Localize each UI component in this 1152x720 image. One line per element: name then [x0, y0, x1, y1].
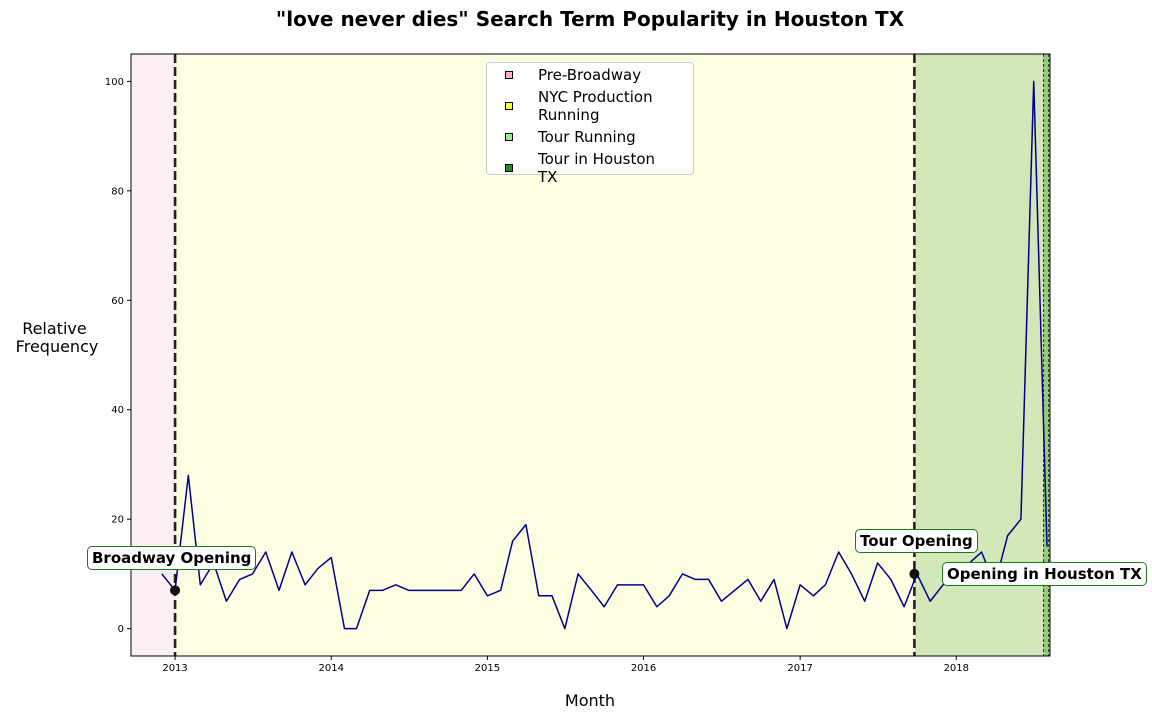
legend-label: Pre-Broadway	[538, 66, 642, 84]
y-tick-label: 0	[118, 624, 124, 635]
phase-band	[914, 54, 1050, 656]
y-tick-label: 40	[111, 405, 124, 416]
series-layer	[161, 80, 1048, 630]
event-markers	[170, 568, 920, 596]
x-tick-label: 2017	[787, 663, 812, 674]
legend-swatch	[505, 71, 513, 79]
series-line	[161, 80, 1048, 630]
plot-frame	[130, 53, 1051, 657]
phase-band	[1043, 54, 1049, 656]
x-axis-label: Month	[565, 691, 615, 710]
y-axis: 0 20 40 60 80 100	[105, 77, 131, 635]
y-tick-label: 100	[105, 77, 124, 88]
x-tick-label: 2015	[475, 663, 500, 674]
event-marker	[170, 585, 181, 596]
phase-bands	[131, 54, 1050, 656]
y-axis-label: Relative Frequency	[16, 319, 99, 356]
legend-label: Tour Running	[538, 128, 636, 146]
legend-item-tour-running: Tour Running	[505, 128, 693, 146]
legend-label: NYC Production Running	[538, 88, 653, 124]
annotation-opening-in-houston: Opening in Houston TX	[942, 562, 1147, 586]
legend-swatch	[505, 133, 513, 141]
y-tick-label: 60	[111, 296, 124, 307]
annotation-broadway-opening: Broadway Opening	[87, 546, 257, 570]
y-axis-label-line-2: Frequency	[16, 337, 99, 356]
event-marker	[909, 568, 920, 579]
x-axis: 2013 2014 2015 2016 2017 2018	[162, 656, 969, 674]
legend-item-nyc-production-running: NYC Production Running	[505, 88, 693, 124]
legend-item-pre-broadway: Pre-Broadway	[505, 66, 693, 84]
y-axis-label-line-1: Relative	[22, 319, 87, 338]
chart-title: "love never dies" Search Term Popularity…	[276, 7, 905, 31]
y-tick-label: 80	[111, 186, 124, 197]
y-tick-label: 20	[111, 515, 124, 526]
annotation-tour-opening: Tour Opening	[855, 529, 978, 553]
legend: Pre-Broadway NYC Production Running Tour…	[486, 62, 694, 186]
x-tick-label: 2013	[162, 663, 187, 674]
x-tick-label: 2014	[319, 663, 344, 674]
legend-item-tour-in-houston: Tour in Houston TX	[505, 150, 693, 186]
legend-swatch	[505, 102, 513, 110]
x-tick-label: 2018	[944, 663, 969, 674]
legend-label: Tour in Houston TX	[538, 150, 656, 186]
legend-swatch	[505, 164, 513, 172]
x-tick-label: 2016	[631, 663, 656, 674]
